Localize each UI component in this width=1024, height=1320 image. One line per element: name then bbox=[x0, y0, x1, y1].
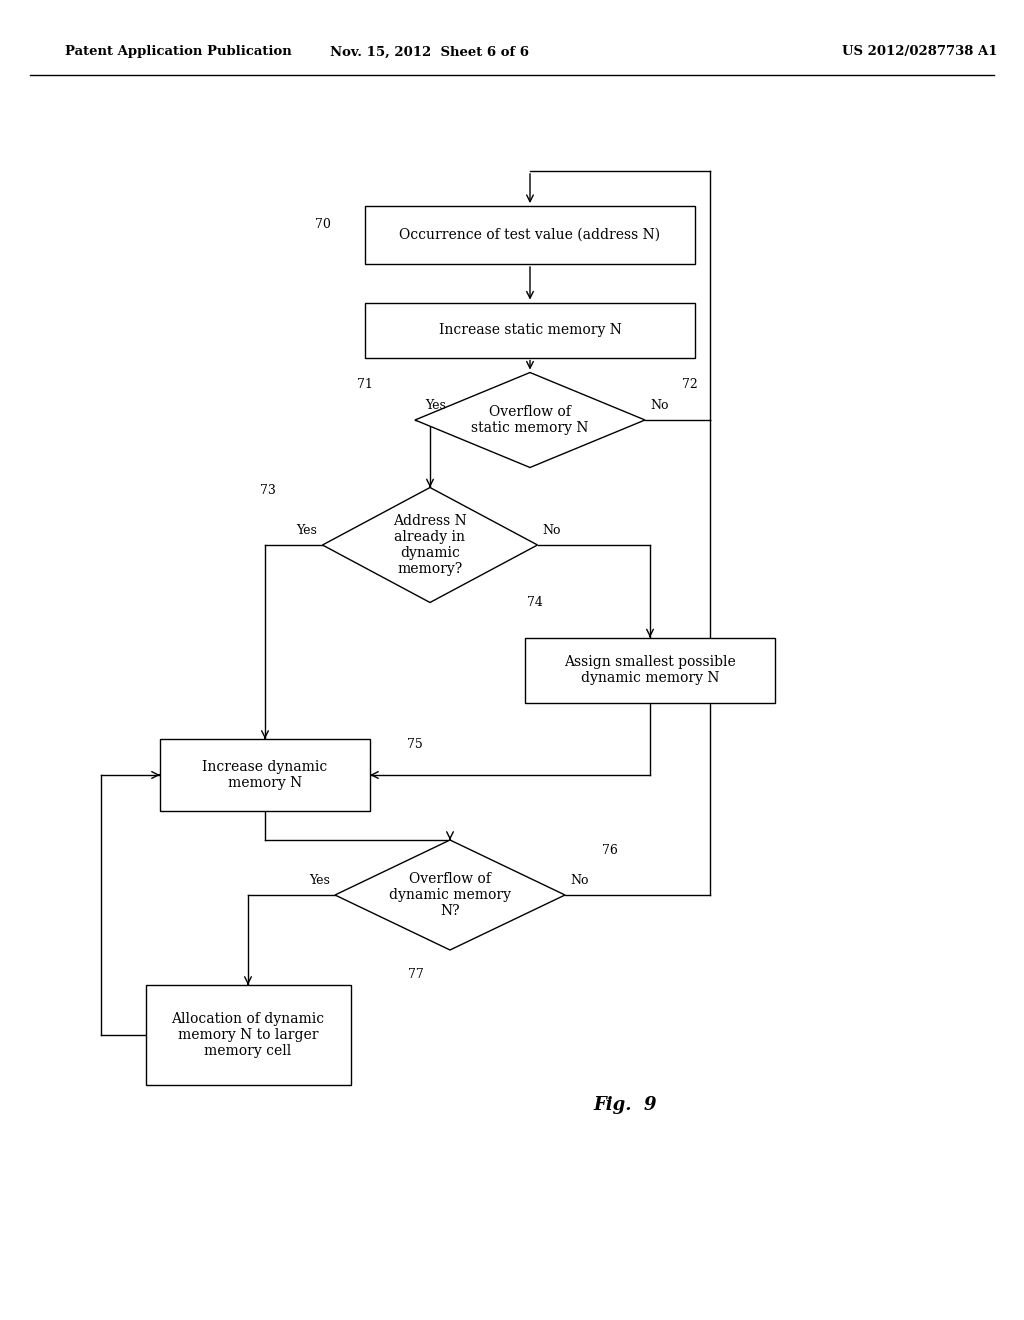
Text: Fig.  9: Fig. 9 bbox=[593, 1096, 656, 1114]
Text: Overflow of
static memory N: Overflow of static memory N bbox=[471, 405, 589, 436]
Text: Overflow of
dynamic memory
N?: Overflow of dynamic memory N? bbox=[389, 871, 511, 919]
Bar bbox=[365, 206, 695, 264]
Polygon shape bbox=[415, 372, 645, 467]
Bar bbox=[160, 739, 370, 810]
Bar bbox=[365, 302, 695, 358]
Text: Occurrence of test value (address N): Occurrence of test value (address N) bbox=[399, 228, 660, 242]
Bar bbox=[525, 638, 775, 702]
Polygon shape bbox=[323, 487, 538, 602]
Text: 70: 70 bbox=[315, 219, 331, 231]
Polygon shape bbox=[335, 840, 565, 950]
Text: Allocation of dynamic
memory N to larger
memory cell: Allocation of dynamic memory N to larger… bbox=[171, 1012, 325, 1059]
Text: Patent Application Publication: Patent Application Publication bbox=[65, 45, 292, 58]
Text: 74: 74 bbox=[527, 597, 543, 609]
Text: Yes: Yes bbox=[297, 524, 317, 537]
Text: Increase dynamic
memory N: Increase dynamic memory N bbox=[203, 760, 328, 791]
Bar bbox=[145, 985, 350, 1085]
Text: US 2012/0287738 A1: US 2012/0287738 A1 bbox=[843, 45, 997, 58]
Text: 75: 75 bbox=[408, 738, 423, 751]
Text: No: No bbox=[570, 874, 589, 887]
Text: 76: 76 bbox=[602, 843, 617, 857]
Text: Nov. 15, 2012  Sheet 6 of 6: Nov. 15, 2012 Sheet 6 of 6 bbox=[331, 45, 529, 58]
Text: Assign smallest possible
dynamic memory N: Assign smallest possible dynamic memory … bbox=[564, 655, 736, 685]
Text: 77: 77 bbox=[408, 969, 423, 982]
Text: 73: 73 bbox=[259, 483, 275, 496]
Text: Address N
already in
dynamic
memory?: Address N already in dynamic memory? bbox=[393, 513, 467, 577]
Text: Yes: Yes bbox=[425, 399, 445, 412]
Text: Yes: Yes bbox=[309, 874, 330, 887]
Text: No: No bbox=[650, 399, 669, 412]
Text: 72: 72 bbox=[682, 379, 698, 392]
Text: No: No bbox=[543, 524, 561, 537]
Text: Increase static memory N: Increase static memory N bbox=[438, 323, 622, 337]
Text: 71: 71 bbox=[357, 379, 373, 392]
